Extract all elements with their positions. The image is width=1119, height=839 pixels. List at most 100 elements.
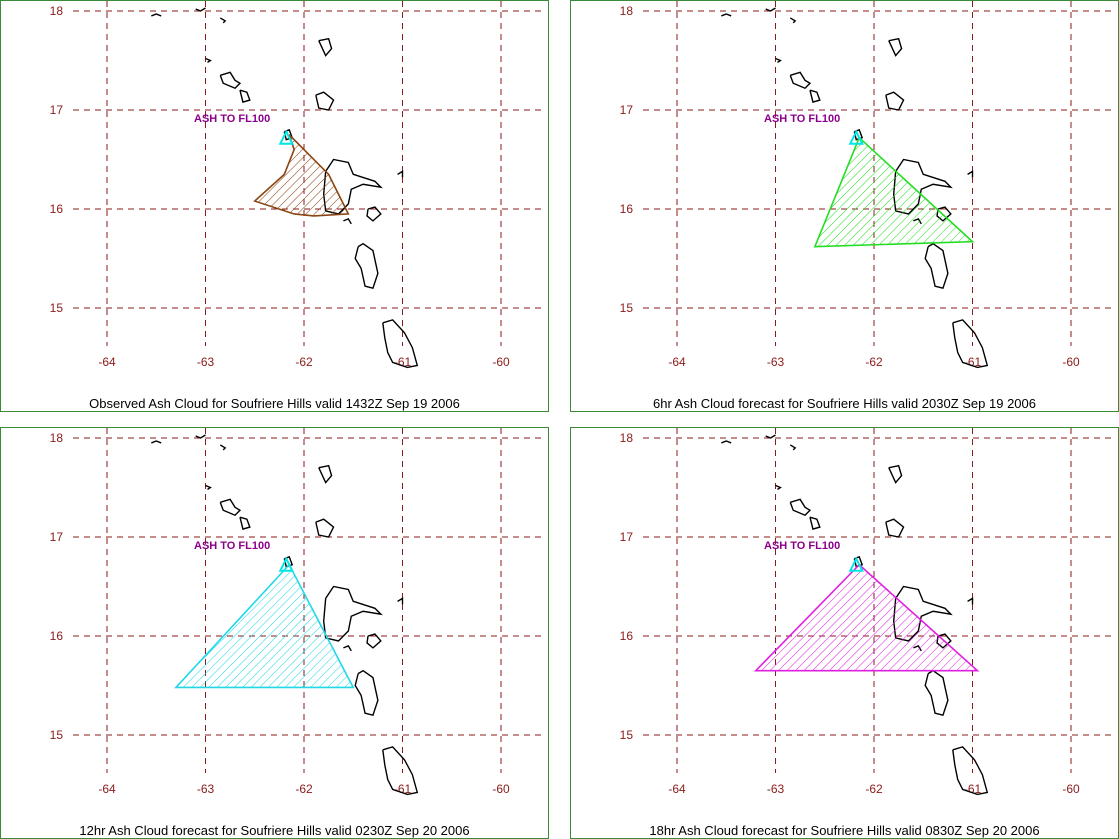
caption-forecast-6hr: 6hr Ash Cloud forecast for Soufriere Hil… (653, 396, 1036, 411)
coastline (151, 440, 162, 444)
lon-tick-label: -63 (767, 782, 785, 796)
coastline (195, 434, 206, 439)
coastline (809, 516, 821, 530)
coastline (924, 242, 949, 290)
coastline (853, 555, 864, 568)
lon-tick-label: -61 (394, 355, 412, 369)
map-observed: -64 -63 -62 -61 -60 18 17 16 15 ASH TO FL100 (50, 1, 546, 369)
lon-tick-label: -60 (1062, 782, 1080, 796)
ash-cloud-polygon (813, 136, 975, 248)
lon-tick-label: -64 (98, 355, 116, 369)
coastline (765, 434, 776, 439)
caption-forecast-12hr: 12hr Ash Cloud forecast for Soufriere Hi… (79, 823, 470, 838)
lon-tick-label: -60 (1062, 355, 1080, 369)
volcano-marker-icon (848, 129, 864, 145)
coastline (366, 633, 382, 649)
lon-tick-label: -62 (295, 782, 313, 796)
coastline (205, 57, 212, 64)
coastline (888, 37, 903, 57)
ash-label: ASH TO FL100 (764, 113, 840, 125)
coastline (853, 128, 864, 141)
coastline (952, 746, 989, 796)
lon-tick-label: -64 (668, 782, 686, 796)
coastline (318, 37, 333, 57)
coastline (789, 17, 797, 24)
coastline (315, 518, 335, 538)
lat-tick-label: 16 (50, 629, 64, 643)
coastline (382, 319, 419, 369)
lon-tick-label: -64 (98, 782, 116, 796)
coastline (354, 242, 379, 290)
coastline (343, 218, 352, 225)
lon-tick-label: -63 (197, 355, 215, 369)
coastline (967, 170, 974, 178)
coastline (239, 89, 251, 103)
lat-tick-label: 15 (620, 728, 634, 742)
panel-forecast-6hr: -64 -63 -62 -61 -60 18 17 16 15 ASH TO FL100 6hr … (570, 0, 1119, 412)
coastline (382, 746, 419, 796)
lon-tick-label: -62 (865, 355, 883, 369)
lat-tick-label: 15 (50, 301, 64, 315)
coastline (239, 516, 251, 530)
lon-tick-label: -61 (394, 782, 412, 796)
coastline (775, 57, 782, 64)
caption-forecast-18hr: 18hr Ash Cloud forecast for Soufriere Hi… (649, 823, 1040, 838)
ash-cloud-polygon (253, 134, 350, 217)
coastline (151, 13, 162, 17)
coastline (322, 585, 383, 642)
coastline (195, 7, 206, 12)
coastline (885, 518, 905, 538)
lon-tick-label: -62 (865, 782, 883, 796)
lon-tick-label: -63 (197, 782, 215, 796)
lat-tick-label: 18 (50, 431, 64, 445)
coastline (219, 71, 242, 90)
coastline (315, 91, 335, 111)
coastline (789, 444, 797, 451)
lat-tick-label: 15 (620, 301, 634, 315)
coastline (219, 498, 242, 517)
panel-forecast-18hr: -64 -63 -62 -61 -60 18 17 16 15 ASH TO FL100 18hr… (570, 427, 1119, 839)
lat-tick-label: 16 (620, 629, 634, 643)
map-forecast-6hr: -64 -63 -62 -61 -60 18 17 16 15 ASH TO FL100 (620, 1, 1116, 369)
volcano-marker-icon (278, 129, 294, 145)
coastline (924, 669, 949, 717)
coastline (885, 91, 905, 111)
coastline (283, 555, 294, 568)
panel-observed: -64 -63 -62 -61 -60 18 17 16 15 ASH TO FL100 Obse… (0, 0, 549, 412)
coastline (397, 597, 404, 605)
coastline (205, 484, 212, 491)
lon-tick-label: -62 (295, 355, 313, 369)
coastline (809, 89, 821, 103)
coastline (765, 7, 776, 12)
coastline (343, 645, 352, 652)
ash-cloud-polygon (174, 563, 355, 689)
coastline (354, 669, 379, 717)
lat-tick-label: 17 (620, 530, 634, 544)
lon-tick-label: -63 (767, 355, 785, 369)
map-forecast-18hr: -64 -63 -62 -61 -60 18 17 16 15 ASH TO FL100 (620, 428, 1116, 796)
lat-tick-label: 18 (620, 4, 634, 18)
caption-observed: Observed Ash Cloud for Soufriere Hills v… (89, 396, 460, 411)
coastline (789, 71, 812, 90)
coastline (397, 170, 404, 178)
lat-tick-label: 15 (50, 728, 64, 742)
coastline (967, 597, 974, 605)
lat-tick-label: 17 (50, 103, 64, 117)
coastline (219, 17, 227, 24)
lat-tick-label: 18 (620, 431, 634, 445)
coastline (219, 444, 227, 451)
coastline (721, 13, 732, 17)
lat-tick-label: 16 (620, 202, 634, 216)
lat-tick-label: 17 (620, 103, 634, 117)
coastline (366, 206, 382, 222)
ash-cloud-polygon (753, 563, 980, 672)
lon-tick-label: -64 (668, 355, 686, 369)
lon-tick-label: -60 (492, 782, 510, 796)
ash-label: ASH TO FL100 (194, 113, 270, 125)
coastline (789, 498, 812, 517)
coastline (318, 464, 333, 484)
ash-label: ASH TO FL100 (194, 540, 270, 552)
lat-tick-label: 18 (50, 4, 64, 18)
lon-tick-label: -61 (964, 782, 982, 796)
lat-tick-label: 17 (50, 530, 64, 544)
